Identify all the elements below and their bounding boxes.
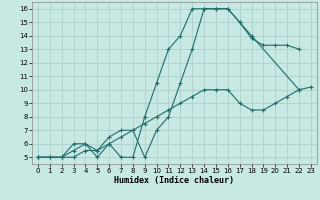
X-axis label: Humidex (Indice chaleur): Humidex (Indice chaleur)	[115, 176, 234, 185]
